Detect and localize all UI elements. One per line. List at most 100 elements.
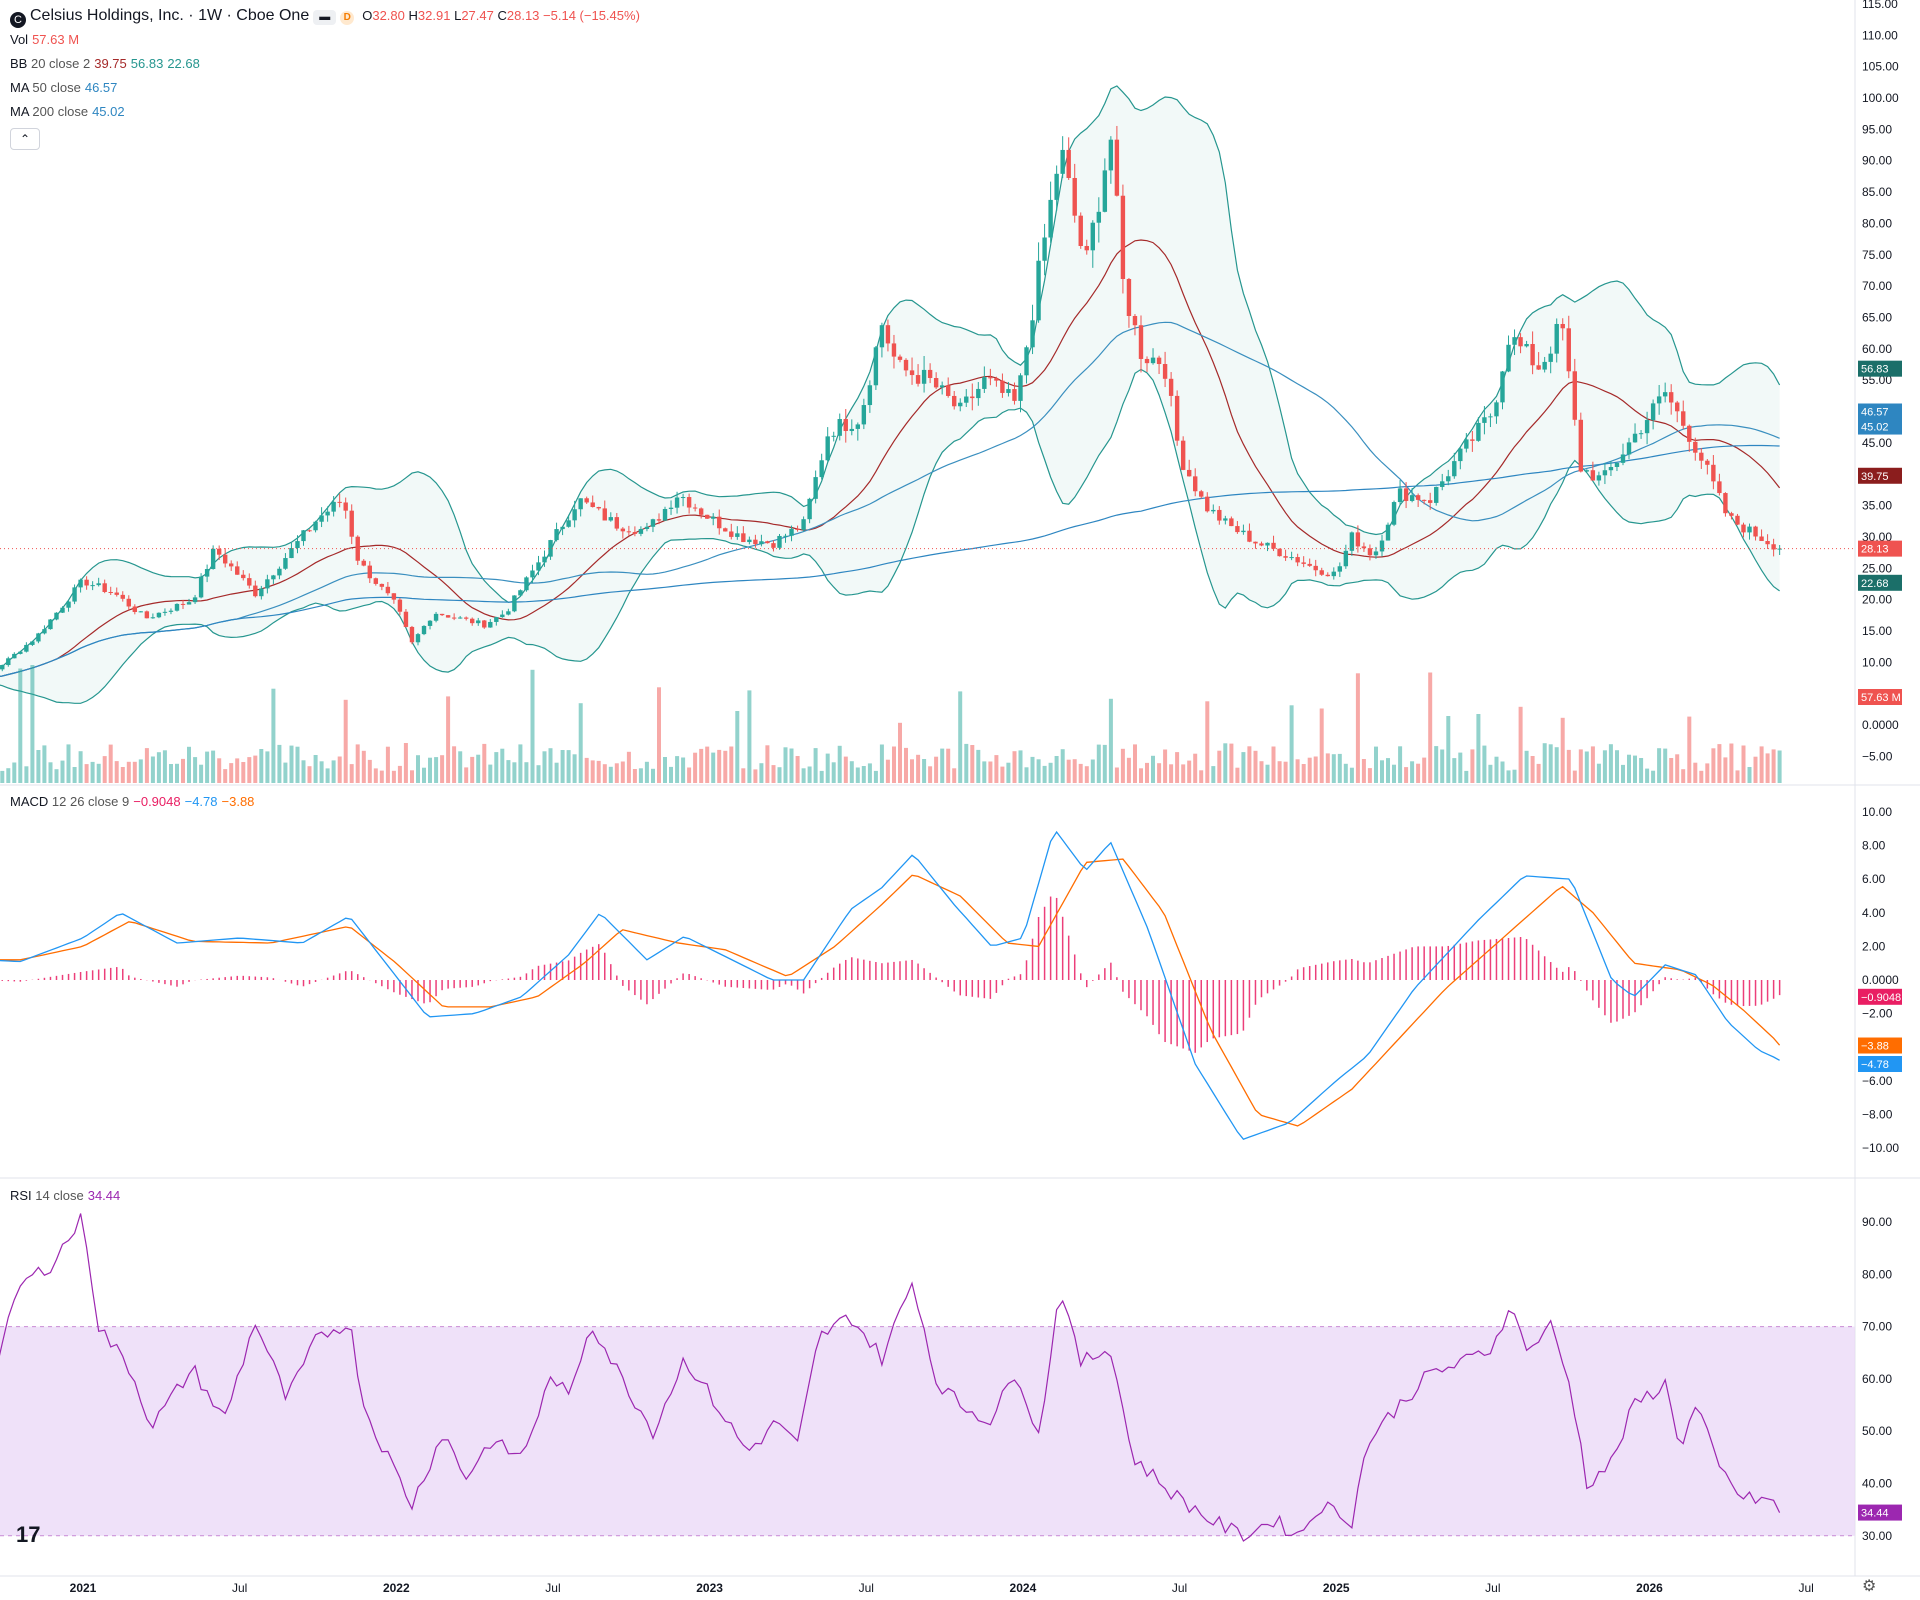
- volume-bar: [446, 696, 451, 783]
- volume-bar: [265, 751, 270, 783]
- volume-bar: [1181, 764, 1186, 783]
- candle-body: [1656, 396, 1662, 404]
- volume-bar: [223, 769, 228, 783]
- settings-gear-icon[interactable]: ⚙: [1862, 1578, 1877, 1595]
- candle-body: [1427, 500, 1433, 503]
- macd-axis-label-bg: [1858, 988, 1902, 1005]
- rsi-legend-value: 34.44: [87, 1188, 121, 1203]
- candle-body: [1174, 395, 1180, 441]
- candle-body: [988, 377, 993, 379]
- candle-body: [1193, 476, 1198, 492]
- time-axis-tick: Jul: [1798, 1581, 1813, 1595]
- volume-bar: [867, 763, 872, 783]
- volume-bar: [1735, 770, 1740, 783]
- volume-bar: [36, 750, 41, 783]
- volume-bar: [1506, 770, 1511, 783]
- symbol-legend: C Celsius Holdings, Inc. · 1W · Cboe One ▬…: [10, 8, 640, 28]
- volume-bar: [277, 744, 282, 783]
- volume-bar: [1771, 749, 1776, 783]
- volume-bar: [928, 766, 933, 783]
- candle-body: [970, 396, 975, 399]
- candle-body: [741, 533, 746, 543]
- candle-body: [271, 575, 276, 580]
- candle-body: [1578, 419, 1584, 472]
- volume-bar: [90, 761, 95, 783]
- candle-body: [1614, 462, 1620, 467]
- volume-bar: [861, 766, 866, 783]
- tradingview-logo-icon[interactable]: 17: [16, 1522, 41, 1547]
- candle-body: [1229, 518, 1234, 527]
- volume-bar: [1078, 763, 1083, 783]
- candle-body: [1590, 470, 1596, 481]
- volume-bar: [301, 760, 306, 783]
- volume-bar: [1705, 763, 1710, 783]
- candle-body: [1150, 357, 1156, 364]
- candle-body: [349, 510, 354, 537]
- price-axis-tick: 70.00: [1862, 279, 1892, 293]
- candle-body: [1186, 469, 1192, 477]
- ma50-legend-params: 50 close: [32, 80, 81, 95]
- candle-body: [777, 535, 782, 548]
- rsi-axis-tick: 60.00: [1862, 1372, 1892, 1386]
- volume-bar: [1398, 746, 1403, 783]
- candle-body: [512, 595, 517, 612]
- volume-bar: [132, 761, 137, 783]
- volume-bar: [1169, 764, 1174, 783]
- volume-bar: [361, 750, 366, 783]
- candle-body: [1608, 466, 1614, 471]
- volume-legend-value: 57.63 M: [32, 32, 80, 47]
- ma200-legend[interactable]: MA 200 close 45.02: [10, 104, 125, 120]
- ohlc-open-label: O: [362, 8, 373, 23]
- volume-bar: [1235, 767, 1240, 783]
- rsi-legend[interactable]: RSI 14 close 34.44: [10, 1188, 120, 1204]
- volume-bar: [602, 764, 607, 783]
- price-axis-tick: 105.00: [1862, 60, 1899, 74]
- volume-bar: [1458, 752, 1463, 783]
- ohlc-low-value: 27.47: [461, 8, 494, 23]
- volume-bar: [542, 751, 547, 783]
- candle-body: [1012, 389, 1017, 401]
- macd-legend[interactable]: MACD 12 26 close 9 −0.9048 −4.78 −3.88: [10, 794, 254, 810]
- candle-body: [1421, 499, 1427, 501]
- volume-bar: [566, 750, 571, 783]
- price-axis-label-bg: [1858, 689, 1902, 705]
- ma50-legend[interactable]: MA 50 close 46.57: [10, 80, 117, 96]
- volume-bar: [1151, 755, 1155, 783]
- volume-bar: [1187, 760, 1192, 783]
- volume-bar: [1355, 673, 1360, 783]
- volume-bar: [1175, 752, 1180, 783]
- candle-body: [1723, 493, 1728, 514]
- volume-bar: [946, 748, 951, 783]
- candle-body: [753, 539, 758, 545]
- candle-body: [915, 375, 921, 384]
- volume-bar: [879, 744, 884, 783]
- volume-bar: [1283, 761, 1288, 783]
- symbol-title[interactable]: Celsius Holdings, Inc. · 1W · Cboe One: [30, 7, 310, 24]
- volume-bar: [1133, 744, 1137, 783]
- delayed-data-badge[interactable]: D: [340, 11, 355, 25]
- candle-body: [463, 617, 469, 619]
- volume-legend[interactable]: Vol 57.63 M: [10, 32, 79, 48]
- volume-bar: [1440, 749, 1445, 783]
- price-axis-tick: 75.00: [1862, 248, 1892, 262]
- volume-bar: [753, 769, 758, 783]
- volume-bar: [1621, 764, 1625, 783]
- volume-bar: [681, 757, 686, 783]
- volume-bar: [1000, 766, 1005, 783]
- candle-body: [1741, 524, 1746, 533]
- collapse-legend-button[interactable]: ⌃: [10, 128, 40, 150]
- market-status-pill[interactable]: ▬: [313, 10, 337, 25]
- volume-bar: [693, 752, 698, 783]
- volume-bar: [144, 748, 149, 783]
- candle-body: [590, 502, 595, 508]
- volume-bar: [663, 757, 667, 783]
- candle-body: [1084, 245, 1089, 251]
- candle-body: [42, 629, 47, 634]
- volume-bar: [343, 699, 348, 783]
- volume-bar: [181, 758, 185, 783]
- volume-bar: [1331, 754, 1336, 783]
- volume-bar: [476, 754, 481, 783]
- volume-bar: [0, 770, 5, 783]
- bb-legend[interactable]: BB 20 close 2 39.75 56.83 22.68: [10, 56, 200, 72]
